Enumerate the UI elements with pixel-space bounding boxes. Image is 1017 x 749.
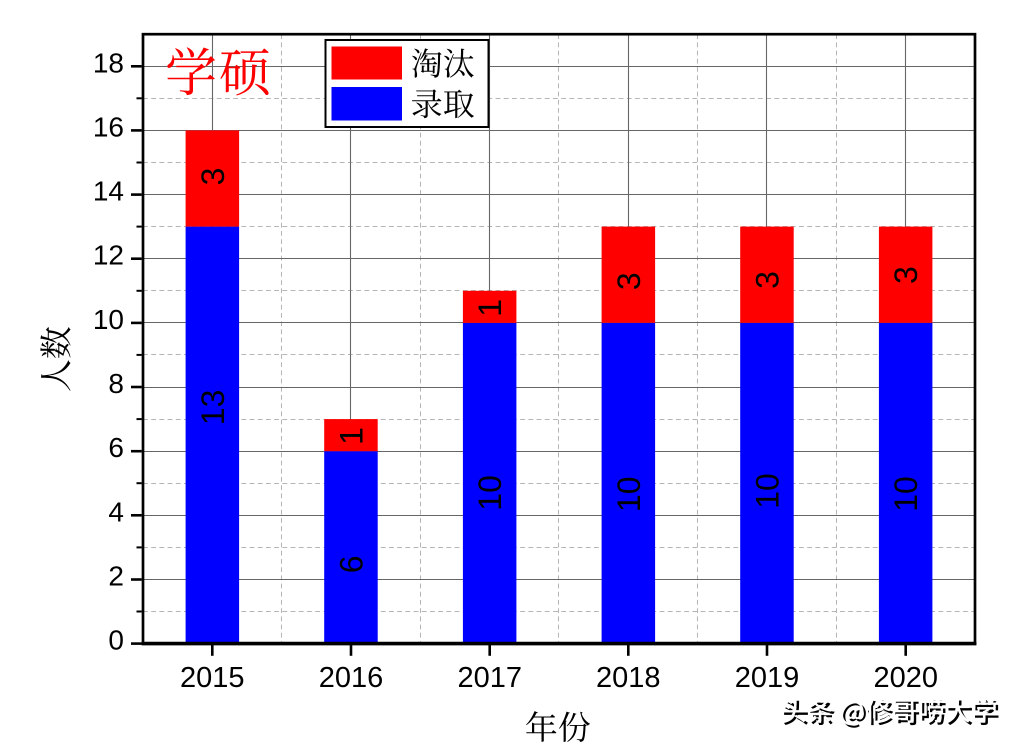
svg-text:3: 3 [888,266,924,284]
svg-text:6: 6 [108,432,124,463]
svg-text:10: 10 [93,304,124,335]
svg-text:10: 10 [888,476,924,512]
svg-text:16: 16 [93,111,124,142]
svg-text:18: 18 [93,47,124,78]
svg-text:2019: 2019 [735,662,800,694]
svg-text:10: 10 [472,475,508,511]
svg-text:2016: 2016 [319,662,384,694]
svg-text:2020: 2020 [873,662,938,694]
svg-text:2017: 2017 [457,662,522,694]
svg-text:2: 2 [108,561,124,592]
svg-text:3: 3 [195,168,231,186]
svg-text:10: 10 [750,473,786,509]
svg-text:2015: 2015 [180,662,245,694]
svg-text:14: 14 [93,176,124,207]
svg-text:6: 6 [334,556,370,574]
svg-text:1: 1 [472,299,508,317]
svg-text:12: 12 [93,240,124,271]
svg-text:2018: 2018 [596,662,661,694]
svg-text:1: 1 [334,427,370,445]
svg-text:10: 10 [611,477,647,513]
svg-text:3: 3 [750,271,786,289]
svg-text:4: 4 [108,496,124,527]
svg-text:0: 0 [108,625,124,656]
svg-text:13: 13 [195,390,231,426]
svg-text:8: 8 [108,368,124,399]
svg-text:3: 3 [611,272,647,290]
